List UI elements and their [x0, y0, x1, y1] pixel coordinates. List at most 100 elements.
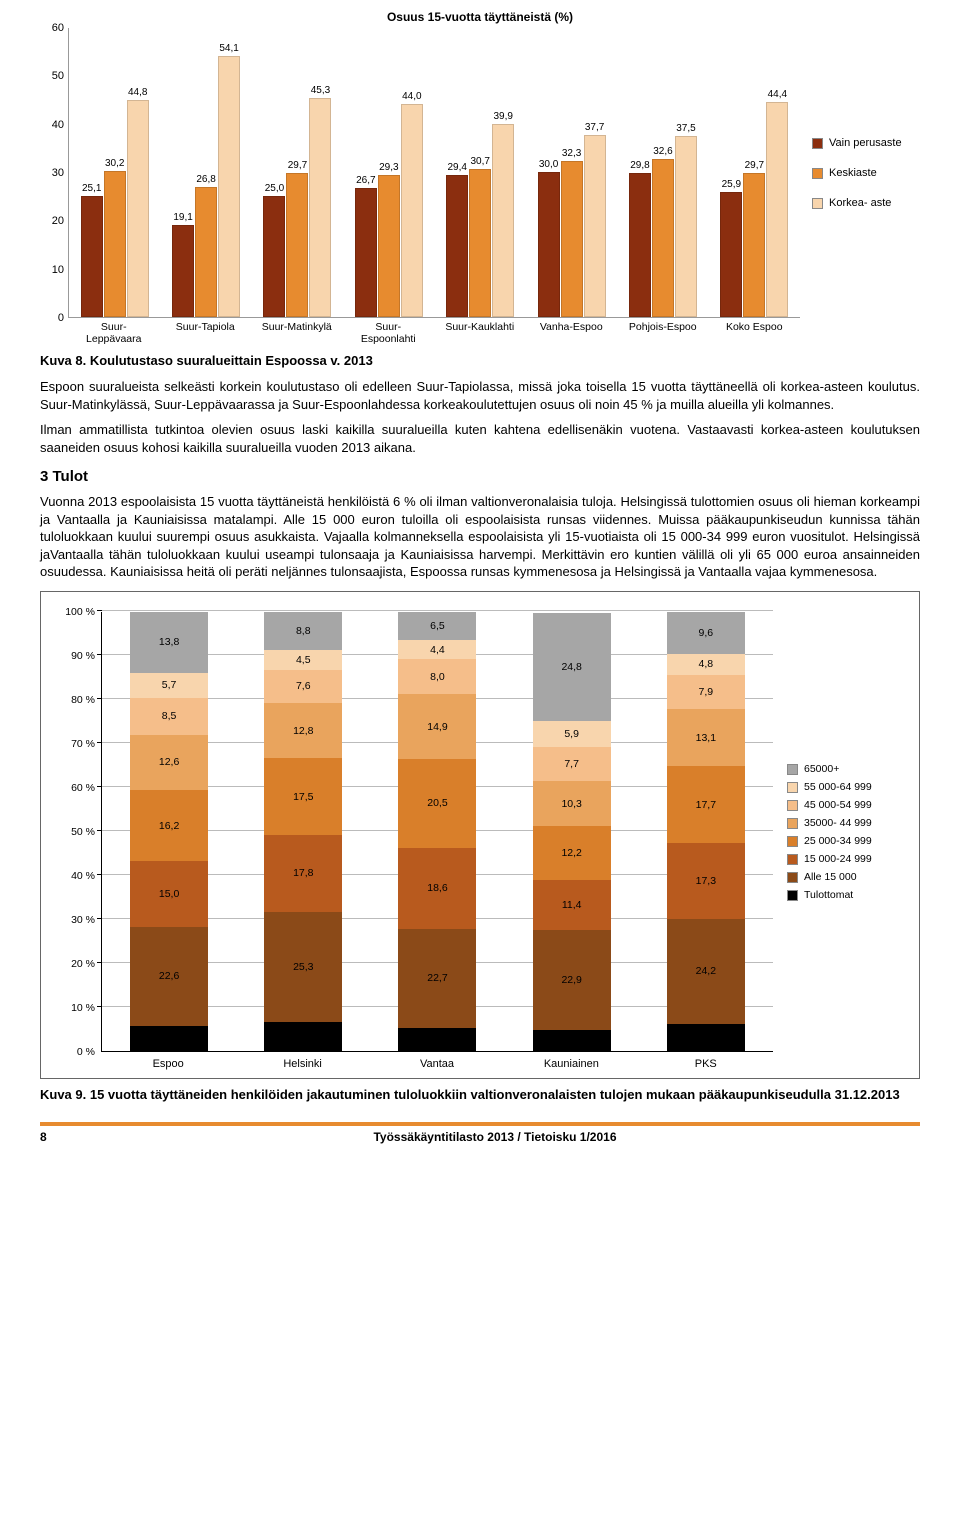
chart2-seg-label: 7,6: [296, 680, 311, 692]
chart1-x-label: Koko Espoo: [709, 318, 801, 345]
chart1-bar: 29,7: [743, 173, 765, 317]
chart2-column: 22,718,620,514,98,04,46,5: [398, 612, 476, 1051]
chart2-x-label: PKS: [667, 1052, 745, 1070]
chart2-x-label: Helsinki: [264, 1052, 342, 1070]
chart1-bar: 29,7: [286, 173, 308, 317]
chart2-segment: 4,8: [667, 654, 745, 675]
chart2-seg-label: 20,5: [427, 797, 447, 809]
chart2-seg-label: 17,7: [696, 799, 716, 811]
chart1-bar: 44,4: [766, 102, 788, 317]
chart2-legend-item: 65000+: [787, 763, 903, 775]
footer-title: Työssäkäyntitilasto 2013 / Tietoisku 1/2…: [70, 1130, 920, 1144]
chart2-plot: 22,615,016,212,68,55,713,825,317,817,512…: [101, 612, 773, 1052]
chart1-legend-item: Keskiaste: [812, 167, 920, 179]
chart2-seg-label: 24,2: [696, 965, 716, 977]
page-footer: 8 Työssäkäyntitilasto 2013 / Tietoisku 1…: [40, 1122, 920, 1144]
legend-label: Vain perusaste: [829, 137, 902, 149]
chart2-legend-item: Alle 15 000: [787, 871, 903, 883]
legend-swatch: [812, 198, 823, 209]
legend-swatch: [812, 138, 823, 149]
legend-label: 45 000-54 999: [804, 799, 872, 811]
chart1-bar-label: 45,3: [311, 85, 330, 96]
chart1-bar: 29,8: [629, 173, 651, 317]
chart1-bar-label: 39,9: [493, 111, 512, 122]
chart1-bar-label: 32,6: [653, 146, 672, 157]
chart2-segment: 7,7: [533, 747, 611, 781]
chart2-segment: 22,9: [533, 930, 611, 1031]
chart1-bar-label: 32,3: [562, 148, 581, 159]
chart1-group: 25,929,744,4: [709, 102, 800, 317]
chart1-bar-label: 30,2: [105, 158, 124, 169]
chart2-segment: 12,2: [533, 826, 611, 880]
chart2-legend: 65000+55 000-64 99945 000-54 99935000- 4…: [773, 612, 903, 1052]
chart2-seg-label: 17,5: [293, 791, 313, 803]
chart1-bar: 25,1: [81, 196, 103, 317]
chart2-caption: Kuva 9. 15 vuotta täyttäneiden henkilöid…: [40, 1087, 920, 1104]
legend-swatch: [787, 872, 798, 883]
chart2-segment: [667, 1024, 745, 1051]
chart1-ytick: 50: [52, 70, 64, 82]
chart2-segment: 7,9: [667, 675, 745, 709]
chart2-ytick: 100 %: [65, 606, 95, 618]
paragraph-3: Vuonna 2013 espoolaisista 15 vuotta täyt…: [40, 493, 920, 581]
legend-swatch: [787, 764, 798, 775]
chart2-segment: [398, 1028, 476, 1051]
chart1-bar-label: 44,4: [768, 89, 787, 100]
chart2-segment: [533, 1030, 611, 1051]
legend-label: Alle 15 000: [804, 871, 857, 883]
chart2-segment: 13,1: [667, 709, 745, 766]
chart2-ytick: 40 %: [71, 870, 95, 882]
chart2-seg-label: 12,8: [293, 725, 313, 737]
chart1-bar-label: 37,5: [676, 123, 695, 134]
chart1-group: 25,130,244,8: [69, 100, 160, 317]
chart1-bar: 30,0: [538, 172, 560, 317]
chart1-bar: 26,8: [195, 187, 217, 317]
chart1-ytick: 20: [52, 215, 64, 227]
legend-swatch: [787, 890, 798, 901]
chart1-bar-label: 44,0: [402, 91, 421, 102]
legend-label: Keskiaste: [829, 167, 877, 179]
chart2-segment: 13,8: [130, 612, 208, 673]
chart1-bar: 45,3: [309, 98, 331, 317]
chart2-segment: 12,8: [264, 703, 342, 759]
chart2-container: 0 %10 %20 %30 %40 %50 %60 %70 %80 %90 %1…: [40, 591, 920, 1079]
chart2-ytick: 80 %: [71, 694, 95, 706]
chart1-container: Osuus 15-vuotta täyttäneistä (%) 0102030…: [40, 10, 920, 345]
chart2-seg-label: 22,9: [561, 974, 581, 986]
chart1-bar-label: 29,8: [630, 160, 649, 171]
chart1-bar: 26,7: [355, 188, 377, 317]
chart2-segment: 10,3: [533, 781, 611, 826]
chart2-seg-label: 8,5: [162, 710, 177, 722]
chart1-legend-item: Korkea- aste: [812, 197, 920, 209]
chart1-bar: 30,7: [469, 169, 491, 317]
chart1-bar: 30,2: [104, 171, 126, 317]
chart1-bar: 25,0: [263, 196, 285, 317]
chart1-bar-label: 25,1: [82, 183, 101, 194]
chart1-x-label: Vanha-Espoo: [526, 318, 618, 345]
chart2-segment: 17,5: [264, 758, 342, 834]
chart1-x-label: Suur-Leppävaara: [68, 318, 160, 345]
chart1-bar: 25,9: [720, 192, 742, 317]
chart2-column: 22,911,412,210,37,75,924,8: [533, 612, 611, 1051]
chart1-bar-label: 19,1: [173, 212, 192, 223]
legend-label: Tulottomat: [804, 889, 853, 901]
chart2-gridline: [102, 610, 773, 611]
chart1-bar-label: 30,7: [470, 156, 489, 167]
chart1-legend: Vain perusaste Keskiaste Korkea- aste: [800, 28, 920, 318]
chart1-bar-label: 29,7: [745, 160, 764, 171]
legend-swatch: [787, 836, 798, 847]
legend-swatch: [787, 782, 798, 793]
chart1-group: 29,832,637,5: [617, 136, 708, 317]
legend-label: 65000+: [804, 763, 839, 775]
chart2-ytick: 50 %: [71, 826, 95, 838]
chart1-bar: 37,7: [584, 135, 606, 317]
page-number: 8: [40, 1130, 70, 1144]
chart1-bar-label: 25,0: [265, 183, 284, 194]
chart1-bar-label: 30,0: [539, 159, 558, 170]
legend-label: Korkea- aste: [829, 197, 891, 209]
chart2-seg-label: 5,9: [564, 728, 579, 740]
chart2-legend-item: 45 000-54 999: [787, 799, 903, 811]
chart2-ytick: 20 %: [71, 958, 95, 970]
chart2-seg-label: 12,2: [561, 847, 581, 859]
chart1-caption: Kuva 8. Koulutustaso suuralueittain Espo…: [40, 353, 920, 368]
